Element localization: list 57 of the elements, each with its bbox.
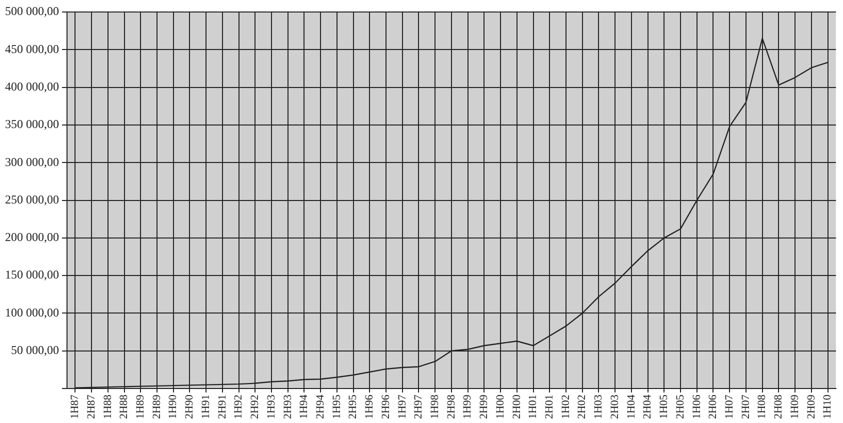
x-tick-label: 2H97 bbox=[412, 394, 425, 420]
y-tick-label: 250 000,00 bbox=[5, 192, 59, 206]
y-tick-label: 200 000,00 bbox=[5, 230, 59, 244]
x-tick-label: 1H04 bbox=[625, 394, 638, 420]
x-tick-label: 1H94 bbox=[298, 394, 310, 420]
y-tick-label: 150 000,00 bbox=[5, 268, 59, 282]
x-tick-label: 2H05 bbox=[674, 394, 686, 420]
x-tick-label: 1H93 bbox=[265, 394, 278, 420]
x-tick-label: 2H88 bbox=[118, 394, 130, 420]
x-tick-label: 1H01 bbox=[527, 394, 540, 420]
y-tick-label: 500 000,00 bbox=[5, 4, 59, 18]
x-tick-label: 2H89 bbox=[150, 394, 163, 420]
x-tick-label: 1H00 bbox=[494, 394, 506, 420]
x-tick-label: 1H87 bbox=[69, 394, 82, 420]
x-tick-label: 2H03 bbox=[608, 394, 621, 420]
x-tick-label: 2H08 bbox=[772, 394, 785, 420]
x-tick-label: 2H96 bbox=[380, 394, 392, 420]
x-tick-label: 1H89 bbox=[134, 394, 147, 420]
y-tick-label: 100 000,00 bbox=[5, 305, 59, 320]
x-tick-label: 2H93 bbox=[282, 394, 294, 420]
x-tick-label: 1H98 bbox=[429, 394, 441, 420]
x-tick-label: 2H87 bbox=[85, 394, 98, 420]
x-tick-label: 1H07 bbox=[723, 394, 736, 420]
x-tick-label: 1H06 bbox=[690, 394, 703, 420]
x-tick-label: 1H02 bbox=[560, 394, 572, 420]
x-tick-label: 2H02 bbox=[576, 394, 588, 420]
x-tick-label: 2H01 bbox=[544, 394, 556, 420]
x-tick-label: 2H09 bbox=[805, 394, 818, 420]
y-tick-label: 400 000,00 bbox=[5, 79, 59, 94]
x-tick-label: 1H97 bbox=[396, 394, 408, 420]
x-tick-label: 1H91 bbox=[200, 394, 212, 420]
x-tick-label: 1H92 bbox=[232, 394, 245, 420]
x-tick-label: 1H05 bbox=[658, 394, 670, 420]
x-tick-label: 2H06 bbox=[707, 394, 720, 420]
x-tick-label: 1H90 bbox=[167, 394, 180, 420]
x-tick-label: 1H96 bbox=[364, 394, 376, 420]
x-tick-label: 1H08 bbox=[756, 394, 768, 420]
y-tick-label: 300 000,00 bbox=[5, 154, 59, 169]
y-tick-label: 350 000,00 bbox=[5, 117, 59, 132]
x-tick-label: 2H00 bbox=[510, 394, 523, 420]
x-tick-label: 1H03 bbox=[592, 394, 605, 420]
x-tick-label: 1H99 bbox=[462, 394, 474, 420]
y-tick-label: 450 000,00 bbox=[5, 42, 59, 56]
x-tick-label: 2H99 bbox=[478, 394, 490, 420]
x-tick-label: 1H88 bbox=[102, 394, 114, 420]
x-tick-label: 2H98 bbox=[445, 394, 458, 420]
x-tick-label: 2H90 bbox=[184, 394, 196, 420]
x-tick-label: 1H09 bbox=[788, 394, 801, 420]
x-tick-label: 2H07 bbox=[740, 394, 752, 420]
y-tick-label: 50 000,00 bbox=[11, 343, 59, 358]
x-tick-label: 2H04 bbox=[642, 394, 654, 420]
x-tick-label: 2H92 bbox=[249, 394, 262, 420]
x-tick-label: 2H95 bbox=[347, 394, 360, 420]
x-tick-label: 2H91 bbox=[216, 394, 228, 420]
x-tick-label: 1H10 bbox=[822, 394, 834, 420]
x-tick-label: 2H94 bbox=[314, 394, 326, 420]
x-tick-label: 1H95 bbox=[330, 394, 343, 420]
